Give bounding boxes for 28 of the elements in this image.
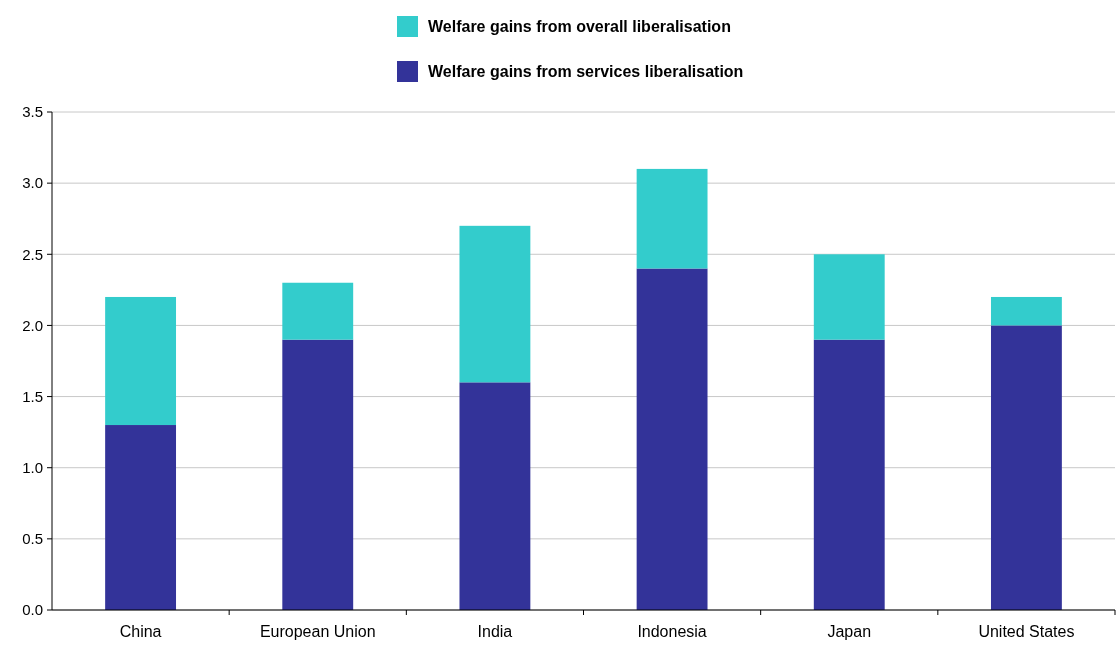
bar <box>105 425 177 610</box>
y-tick-label: 3.0 <box>22 174 43 192</box>
bar <box>105 296 177 426</box>
y-tick-label: 2.0 <box>22 316 43 334</box>
y-tick-label: 0.0 <box>22 601 43 619</box>
y-tick-label: 2.5 <box>22 245 43 263</box>
bar <box>282 339 354 610</box>
x-tick-label: United States <box>978 623 1075 640</box>
bar <box>990 325 1062 610</box>
y-tick-label: 0.5 <box>22 530 43 548</box>
legend-label: Welfare gains from services liberalisation <box>428 63 744 80</box>
bar <box>813 254 885 340</box>
bar <box>282 282 354 340</box>
bar <box>990 296 1062 326</box>
x-tick-label: Indonesia <box>637 623 707 640</box>
x-tick-label: Japan <box>827 623 872 640</box>
x-tick-label: European Union <box>259 623 376 640</box>
bar <box>459 225 531 383</box>
legend-label: Welfare gains from overall liberalisation <box>428 18 731 35</box>
y-tick-label: 1.5 <box>22 387 43 405</box>
bar <box>459 382 531 610</box>
bar <box>636 168 708 269</box>
x-tick-label: China <box>119 623 162 640</box>
y-tick-label: 3.5 <box>22 103 43 121</box>
bar <box>813 339 885 610</box>
x-tick-label: India <box>477 623 513 640</box>
bar <box>636 268 708 610</box>
y-tick-label: 1.0 <box>22 458 43 476</box>
